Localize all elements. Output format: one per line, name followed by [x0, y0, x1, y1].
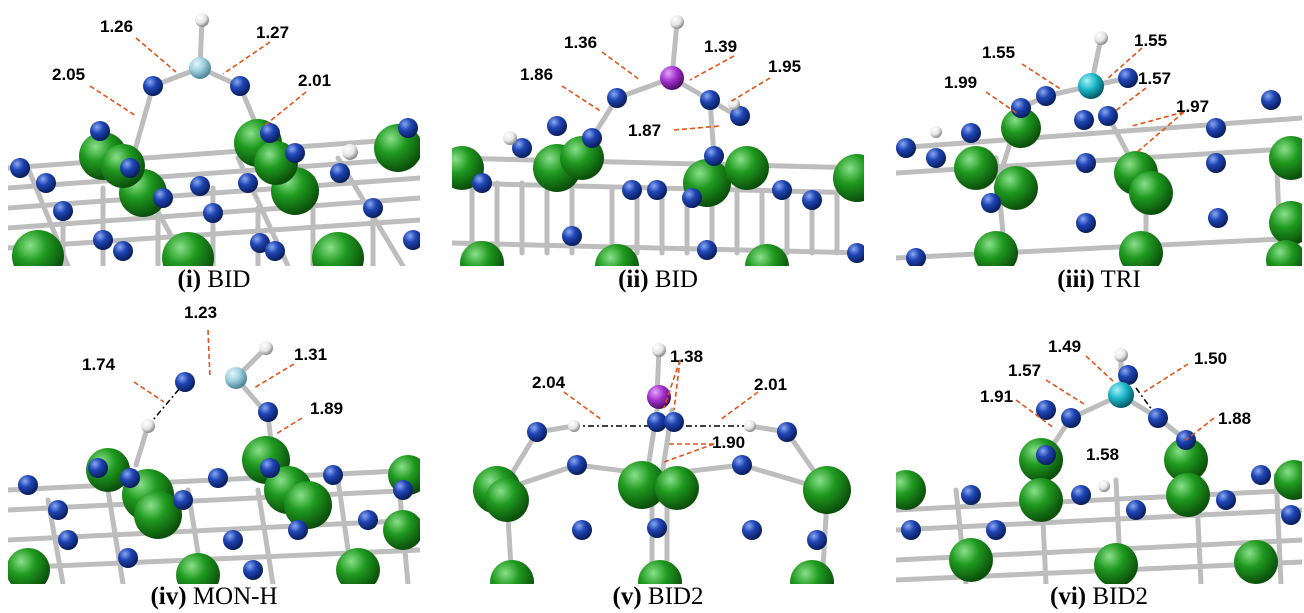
caption-numeral: (vi) — [1050, 583, 1087, 610]
hydrogen-atom — [259, 341, 273, 355]
distance-label: 1.86 — [520, 65, 553, 84]
hydrogen-atom — [342, 144, 358, 160]
distance-label: 1.26 — [100, 17, 133, 36]
distance-label: 1.39 — [704, 37, 737, 56]
boron-atom — [189, 57, 211, 79]
hydrogen-atom — [1094, 31, 1108, 45]
distance-label: 1.88 — [1218, 409, 1251, 428]
caption-name: TRI — [1100, 266, 1141, 293]
structure-ii: 1.36 1.39 1.86 1.95 1.87 — [452, 15, 864, 266]
distance-label: 1.31 — [294, 345, 327, 364]
distance-label: 1.58 — [1086, 445, 1119, 464]
distance-label: 1.57 — [1008, 361, 1041, 380]
structure-i: 1.26 1.27 2.05 2.01 — [8, 13, 420, 266]
distance-label: 1.90 — [712, 433, 745, 452]
distance-label: 1.74 — [82, 355, 116, 374]
distance-label: 1.91 — [980, 387, 1013, 406]
structure-iii: 1.55 1.55 1.99 1.57 1.97 — [896, 31, 1302, 266]
tungsten-atoms — [954, 108, 1302, 266]
boron-atom — [225, 367, 247, 389]
caption-numeral: (iv) — [150, 583, 187, 610]
phosphorus-atom — [660, 66, 684, 90]
caption-iv: (iv) MON-H — [8, 583, 420, 611]
center-atom — [1078, 73, 1104, 99]
tungsten-atoms — [8, 436, 420, 584]
distance-label: 2.01 — [298, 71, 331, 90]
caption-v: (v) BID2 — [452, 583, 864, 611]
caption-name: BID — [207, 266, 251, 293]
nitrogen-atoms — [472, 88, 864, 263]
nitrogen-atoms — [18, 372, 413, 580]
distance-label: 2.04 — [532, 373, 566, 392]
distance-label: 1.55 — [1134, 31, 1167, 50]
caption-numeral: (iii) — [1057, 266, 1095, 293]
distance-label: 1.97 — [1176, 97, 1209, 116]
tungsten-atoms — [473, 461, 851, 584]
tungsten-atoms — [896, 438, 1302, 584]
hydrogen-atom — [568, 420, 580, 432]
nitrogen-atoms — [10, 76, 420, 261]
hydrogen-atom — [195, 13, 209, 27]
center-atom — [1108, 382, 1134, 408]
hydrogen-atom — [930, 126, 942, 138]
nitrogen-atoms — [901, 365, 1301, 540]
distance-leaders — [985, 47, 1185, 154]
hydrogen-atom — [503, 131, 517, 145]
caption-name: BID2 — [647, 583, 704, 610]
nitrogen-atoms — [527, 412, 827, 550]
caption-name: MON-H — [192, 583, 278, 610]
hydrogen-atom — [670, 15, 684, 29]
caption-numeral: (ii) — [618, 266, 649, 293]
lattice-bonds — [8, 17, 420, 266]
distance-label: 1.49 — [1048, 337, 1081, 356]
caption-numeral: (v) — [612, 583, 642, 610]
caption-i: (i) BID — [8, 266, 420, 294]
structure-v: 1.38 2.04 2.01 1.90 — [473, 343, 851, 584]
distance-label: 1.89 — [310, 399, 343, 418]
nitrogen-atoms — [896, 68, 1281, 266]
hydrogen-atom — [1114, 348, 1128, 362]
hydrogen-atom — [728, 98, 740, 110]
distance-label: 1.27 — [256, 23, 289, 42]
hydrogen-atom — [744, 420, 756, 432]
distance-label: 2.01 — [754, 375, 787, 394]
distance-label: 1.87 — [628, 121, 661, 140]
distance-leaders — [1015, 355, 1215, 441]
caption-name: BID — [654, 266, 698, 293]
caption-name: BID2 — [1092, 583, 1148, 610]
hydrogen-atom — [1098, 480, 1110, 492]
distance-leaders — [561, 51, 771, 131]
distance-leaders — [89, 37, 307, 127]
distance-label: 1.57 — [1138, 69, 1171, 88]
caption-ii: (ii) BID — [452, 266, 864, 294]
distance-leaders — [133, 329, 303, 435]
hydrogen-atom — [652, 343, 666, 357]
distance-label: 1.55 — [982, 43, 1015, 62]
distance-label: 1.23 — [184, 303, 217, 322]
hydrogen-atom — [141, 419, 155, 433]
caption-iii: (iii) TRI — [896, 266, 1302, 294]
structure-iv: 1.23 1.74 1.31 1.89 — [8, 303, 420, 584]
distance-leaders — [563, 359, 759, 463]
panel-v: 1.38 2.04 2.01 1.90 — [452, 300, 864, 584]
panel-iii: 1.55 1.55 1.99 1.57 1.97 — [896, 8, 1302, 266]
phosphorus-atom — [647, 385, 671, 409]
distance-label: 1.36 — [564, 33, 597, 52]
panel-i: 1.26 1.27 2.05 2.01 — [8, 8, 420, 266]
distance-label: 1.99 — [944, 73, 977, 92]
distance-label: 1.95 — [768, 57, 801, 76]
panel-vi: 1.49 1.50 1.57 1.91 1.88 1.58 — [896, 300, 1302, 584]
caption-numeral: (i) — [177, 266, 202, 293]
panel-ii: 1.36 1.39 1.86 1.95 1.87 — [452, 8, 864, 266]
panel-iv: 1.23 1.74 1.31 1.89 — [8, 300, 420, 584]
structure-vi: 1.49 1.50 1.57 1.91 1.88 1.58 — [896, 337, 1302, 584]
distance-label: 1.50 — [1194, 349, 1227, 368]
distance-label: 2.05 — [52, 65, 85, 84]
distance-label: 1.38 — [670, 347, 703, 366]
caption-vi: (vi) BID2 — [896, 583, 1302, 611]
